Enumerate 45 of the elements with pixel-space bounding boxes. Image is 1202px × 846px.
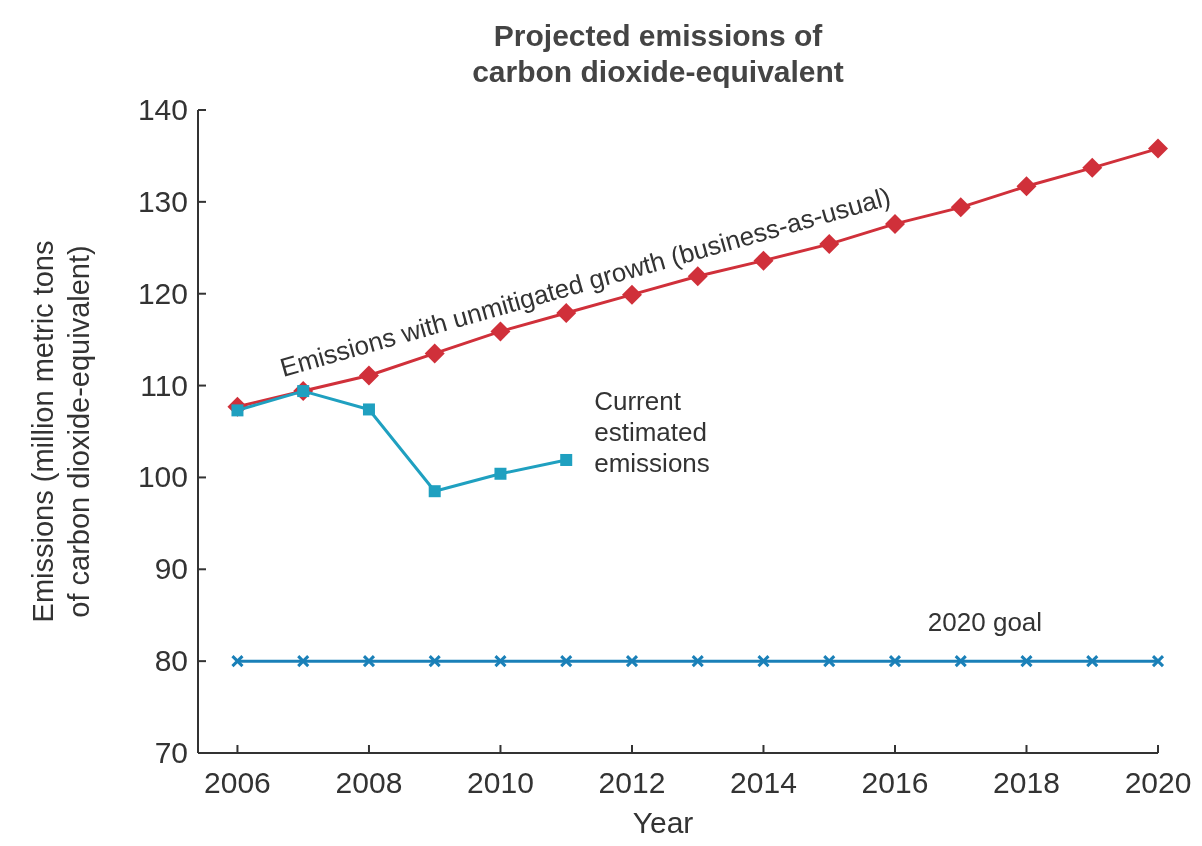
point — [1148, 138, 1168, 159]
point — [756, 654, 770, 668]
point — [424, 343, 445, 364]
point — [954, 654, 968, 668]
point — [1151, 654, 1165, 668]
point — [1019, 654, 1033, 668]
y-tick-label: 110 — [140, 368, 188, 402]
y-tick-label: 140 — [137, 93, 188, 126]
point — [950, 197, 971, 218]
point — [822, 654, 836, 668]
y-tick-label: 130 — [137, 184, 188, 218]
x-tick-label: 2006 — [204, 766, 271, 799]
x-tick-label: 2008 — [335, 766, 403, 799]
point — [625, 654, 639, 668]
y-tick-label: 100 — [137, 460, 188, 494]
chart-title: Projected emissions of carbon dioxide-equivalent — [472, 19, 844, 88]
point — [494, 467, 507, 480]
x-tick-label: 2010 — [467, 766, 534, 799]
x-tick-label: 2020 — [1124, 766, 1192, 799]
y-tick-label: 80 — [154, 644, 188, 678]
x-axis-title: Year — [632, 806, 694, 839]
y-axis-title: Emissions (million metric tons of carbon dioxide-equivalent) — [27, 240, 95, 623]
point — [296, 654, 310, 668]
point — [1085, 654, 1099, 668]
y-tick-label: 90 — [154, 552, 188, 586]
series-label: 2020 goal — [927, 607, 1043, 638]
point — [1016, 176, 1037, 197]
point — [691, 654, 705, 668]
point — [1082, 157, 1103, 178]
x-tick-label: 2016 — [861, 766, 929, 799]
point — [428, 654, 442, 668]
x-tick-label: 2018 — [993, 766, 1060, 799]
y-tick-label: 70 — [154, 736, 188, 769]
point — [230, 654, 244, 668]
point — [888, 654, 902, 668]
x-tick-label: 2014 — [730, 766, 797, 799]
point — [560, 453, 573, 466]
point — [362, 654, 376, 668]
point — [362, 403, 375, 416]
point — [559, 654, 573, 668]
x-tick-label: 2012 — [598, 766, 666, 799]
point — [428, 485, 441, 498]
series-label: Current estimated emissions — [594, 385, 710, 478]
point — [493, 654, 507, 668]
y-tick-label: 120 — [137, 276, 188, 310]
